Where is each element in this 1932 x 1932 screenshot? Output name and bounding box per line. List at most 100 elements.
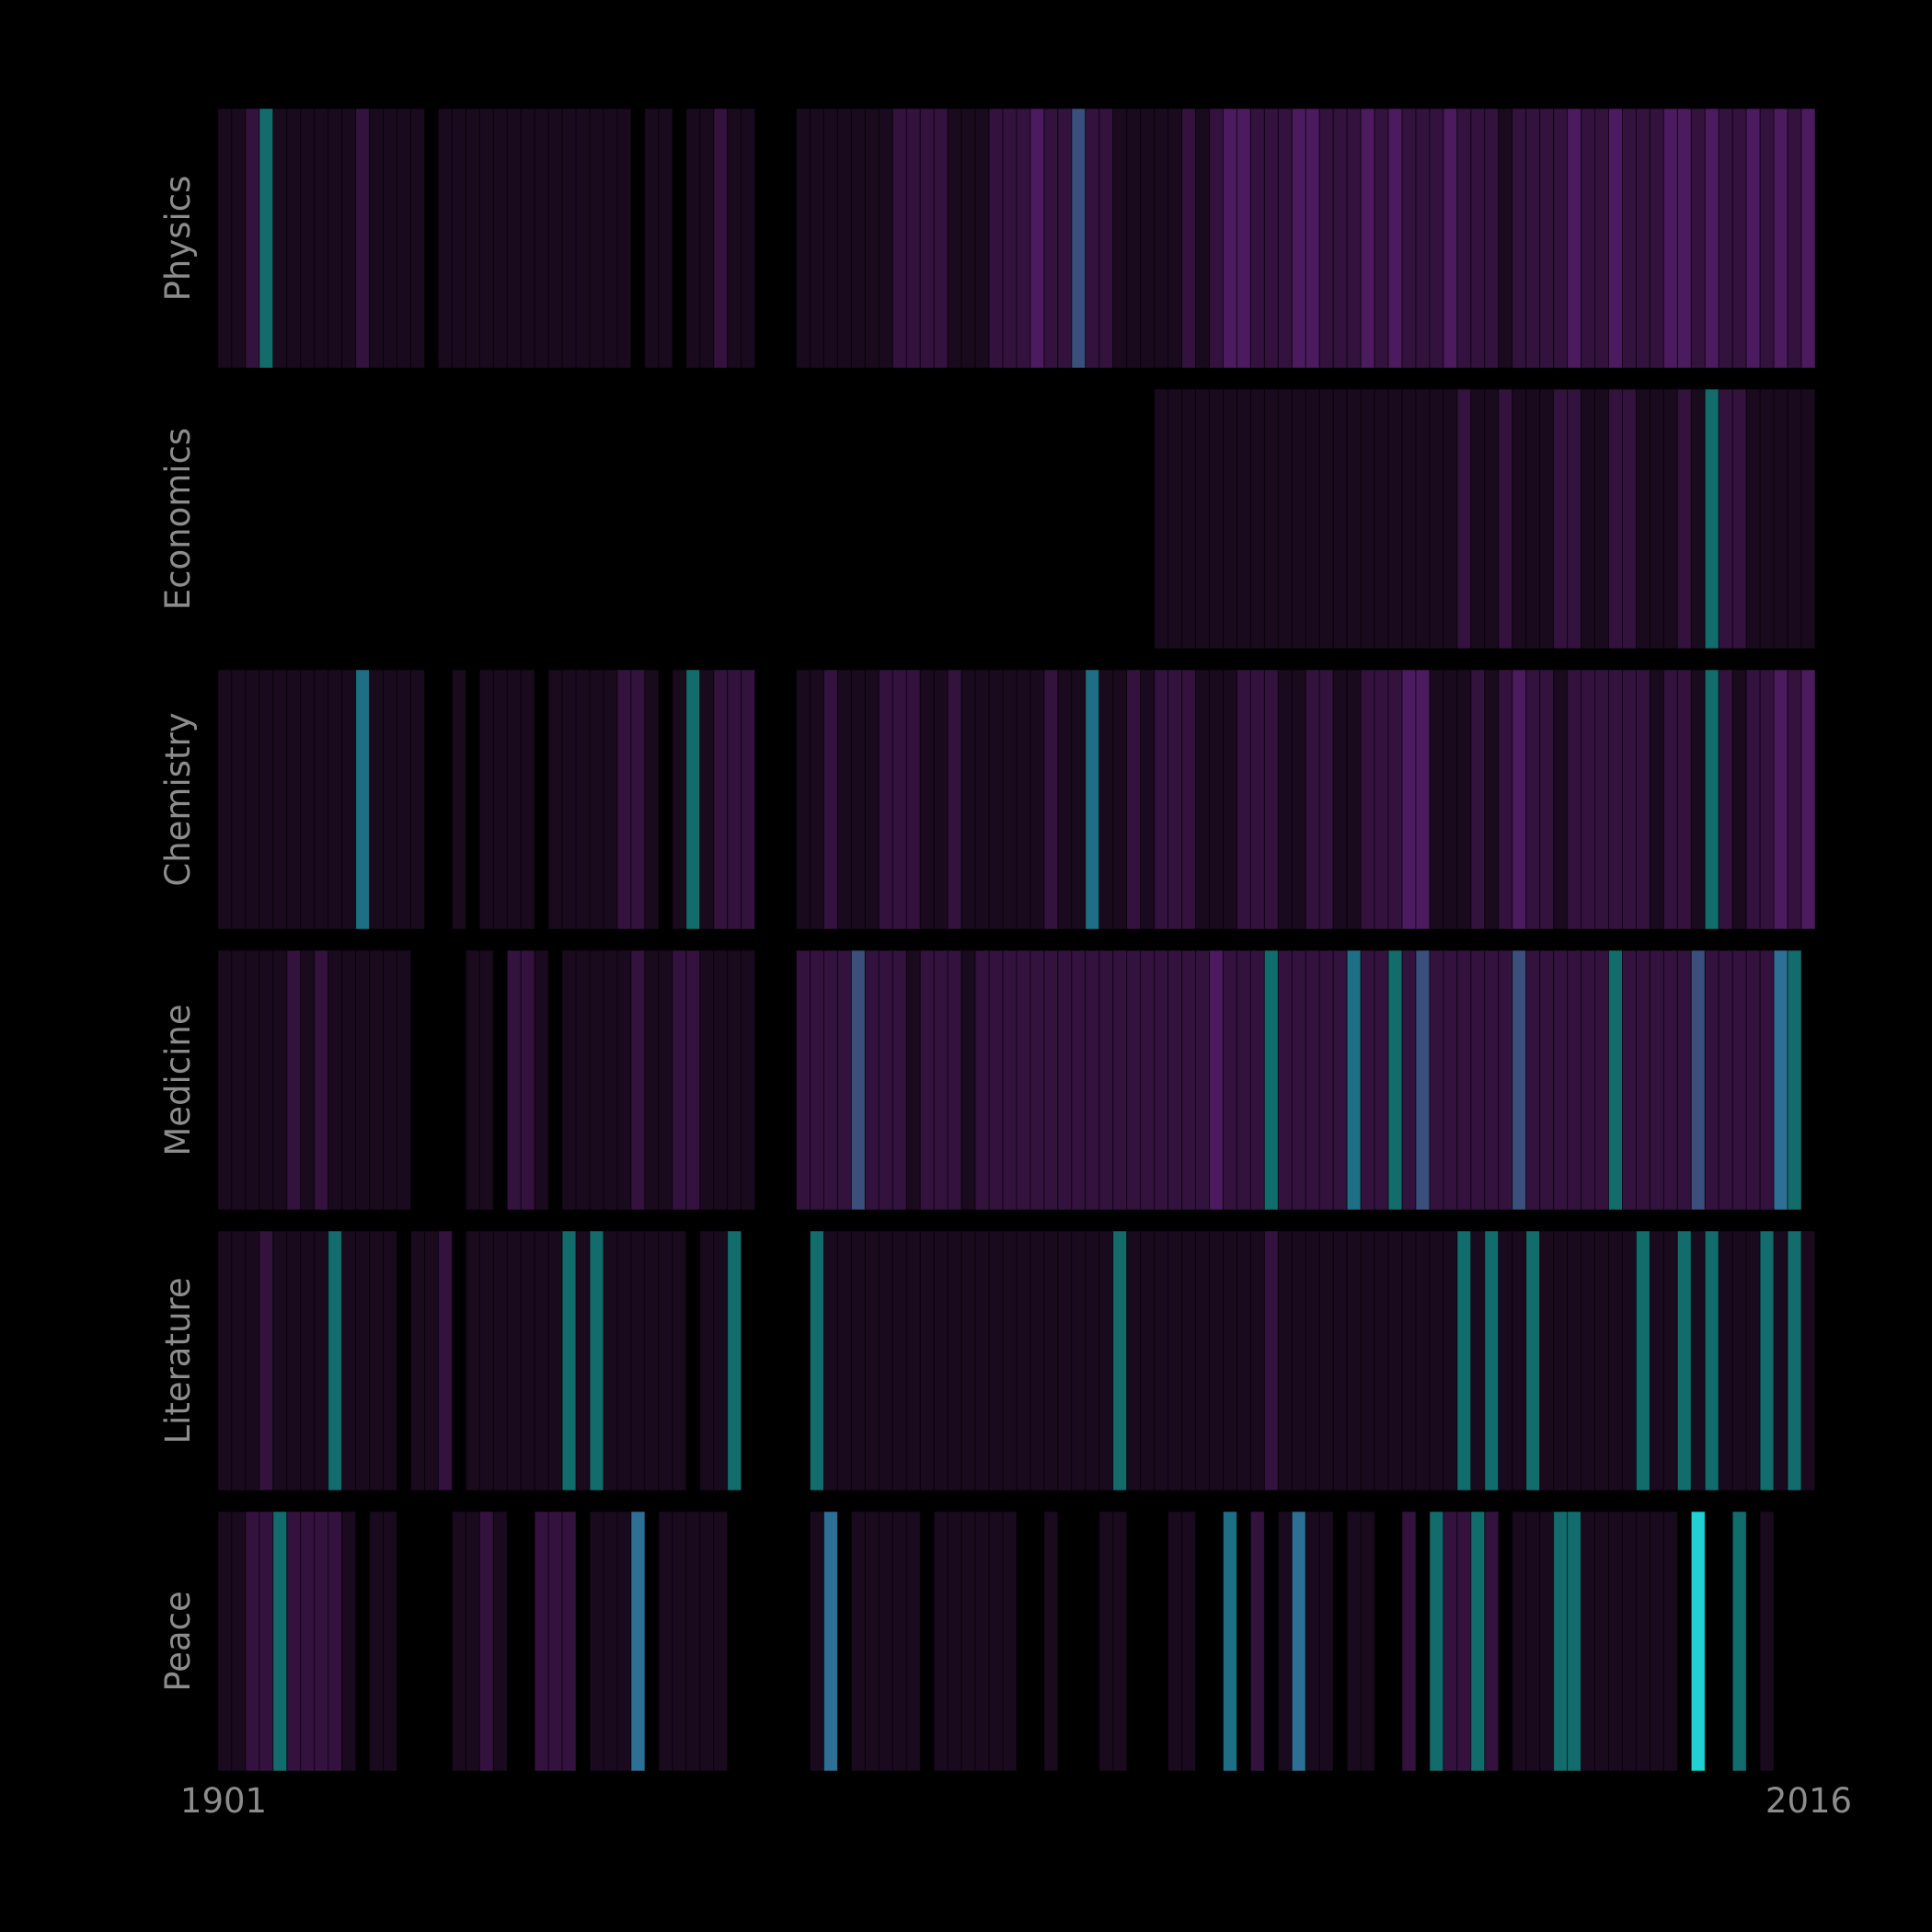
cell-chemistry-1960: [1029, 669, 1045, 930]
cell-chemistry-1939: [741, 669, 756, 930]
row-economics: [1154, 388, 1816, 650]
category-label-chemistry: Chemistry: [158, 712, 198, 886]
cell-chemistry-1925: [547, 669, 563, 930]
cell-literature-1948: [864, 1230, 880, 1491]
cell-literature-1944: [810, 1230, 824, 1491]
cell-medicine-1990: [1443, 949, 1458, 1211]
cell-literature-2009: [1704, 1230, 1719, 1491]
cell-literature-1925: [547, 1230, 563, 1491]
cell-medicine-1998: [1553, 949, 1569, 1211]
cell-medicine-1975: [1236, 949, 1251, 1211]
cell-economics-2008: [1690, 388, 1706, 650]
cell-peace-1953: [933, 1511, 949, 1772]
cell-chemistry-1976: [1249, 669, 1265, 930]
cell-literature-1970: [1167, 1230, 1183, 1491]
cell-literature-2000: [1581, 1230, 1596, 1491]
cell-medicine-1919: [465, 949, 480, 1211]
cell-physics-1907: [300, 108, 316, 369]
cell-peace-1966: [1112, 1511, 1128, 1772]
cell-chemistry-1992: [1470, 669, 1486, 930]
cell-physics-1913: [383, 108, 398, 369]
cell-physics-1939: [741, 108, 756, 369]
cell-chemistry-1998: [1553, 669, 1569, 930]
cell-peace-1947: [850, 1511, 866, 1772]
cell-physics-1970: [1167, 108, 1183, 369]
cell-medicine-1936: [699, 949, 715, 1211]
cell-literature-1996: [1525, 1230, 1541, 1491]
cell-literature-1945: [822, 1230, 838, 1491]
cell-literature-1998: [1553, 1230, 1569, 1491]
cell-literature-1927: [575, 1230, 591, 1491]
cell-medicine-1964: [1085, 949, 1100, 1211]
cell-physics-1948: [864, 108, 880, 369]
cell-physics-1991: [1456, 108, 1472, 369]
cell-medicine-1923: [520, 949, 535, 1211]
cell-medicine-1910: [341, 949, 357, 1211]
cell-medicine-1905: [272, 949, 288, 1211]
cell-physics-1902: [231, 108, 247, 369]
cell-medicine-1931: [630, 949, 646, 1211]
cell-economics-2013: [1759, 388, 1775, 650]
cell-chemistry-1921: [492, 669, 508, 930]
cell-chemistry-1912: [369, 669, 385, 930]
cell-chemistry-1971: [1181, 669, 1197, 930]
cell-physics-1979: [1291, 108, 1306, 369]
cell-medicine-1902: [231, 949, 247, 1211]
cell-medicine-1992: [1470, 949, 1486, 1211]
cell-chemistry-1935: [685, 669, 701, 930]
cell-medicine-1980: [1305, 949, 1320, 1211]
cell-chemistry-1946: [836, 669, 852, 930]
cell-physics-1978: [1277, 108, 1293, 369]
cell-physics-1921: [492, 108, 508, 369]
cell-chemistry-1906: [286, 669, 302, 930]
cell-peace-1998: [1553, 1511, 1569, 1772]
cell-peace-2002: [1608, 1511, 1623, 1772]
cell-chemistry-1955: [960, 669, 976, 930]
cell-peace-1989: [1429, 1511, 1444, 1772]
cell-literature-1993: [1484, 1230, 1500, 1491]
cell-medicine-1957: [988, 949, 1004, 1211]
cell-physics-1936: [699, 108, 715, 369]
cell-literature-1924: [534, 1230, 549, 1491]
cell-literature-1936: [699, 1230, 715, 1491]
cell-literature-2002: [1608, 1230, 1623, 1491]
cell-peace-1902: [231, 1511, 247, 1772]
cell-literature-1911: [355, 1230, 371, 1491]
cell-peace-1981: [1318, 1511, 1334, 1772]
cell-chemistry-2015: [1787, 669, 1802, 930]
cell-economics-1998: [1553, 388, 1569, 650]
cell-medicine-1939: [741, 949, 756, 1211]
cell-medicine-1953: [933, 949, 949, 1211]
cell-medicine-1995: [1512, 949, 1527, 1211]
cell-economics-1993: [1484, 388, 1500, 650]
cell-economics-2016: [1800, 388, 1816, 650]
cell-physics-1972: [1195, 108, 1211, 369]
cell-medicine-1963: [1071, 949, 1087, 1211]
cell-chemistry-1937: [713, 669, 729, 930]
cell-chemistry-1948: [864, 669, 880, 930]
cell-literature-1904: [259, 1230, 274, 1491]
cell-medicine-1997: [1539, 949, 1555, 1211]
row-physics: [217, 108, 1816, 369]
cell-medicine-1933: [658, 949, 673, 1211]
cell-literature-1964: [1085, 1230, 1100, 1491]
cell-literature-1961: [1043, 1230, 1059, 1491]
x-tick-label-end: 2016: [1765, 1781, 1852, 1821]
cell-medicine-2004: [1635, 949, 1650, 1211]
cell-physics-1906: [286, 108, 302, 369]
cell-physics-2013: [1759, 108, 1775, 369]
cell-chemistry-1990: [1443, 669, 1458, 930]
cell-chemistry-1905: [272, 669, 288, 930]
cell-medicine-2001: [1594, 949, 1610, 1211]
heatmap-rows: [217, 108, 1816, 1772]
cell-physics-1954: [947, 108, 962, 369]
cell-medicine-1920: [478, 949, 494, 1211]
cell-chemistry-2014: [1773, 669, 1788, 930]
cell-economics-1982: [1332, 388, 1348, 650]
cell-chemistry-1968: [1140, 669, 1156, 930]
cell-chemistry-1950: [891, 669, 907, 930]
cell-peace-1976: [1249, 1511, 1265, 1772]
cell-chemistry-1991: [1456, 669, 1472, 930]
cell-literature-1988: [1415, 1230, 1431, 1491]
cell-medicine-1929: [603, 949, 618, 1211]
